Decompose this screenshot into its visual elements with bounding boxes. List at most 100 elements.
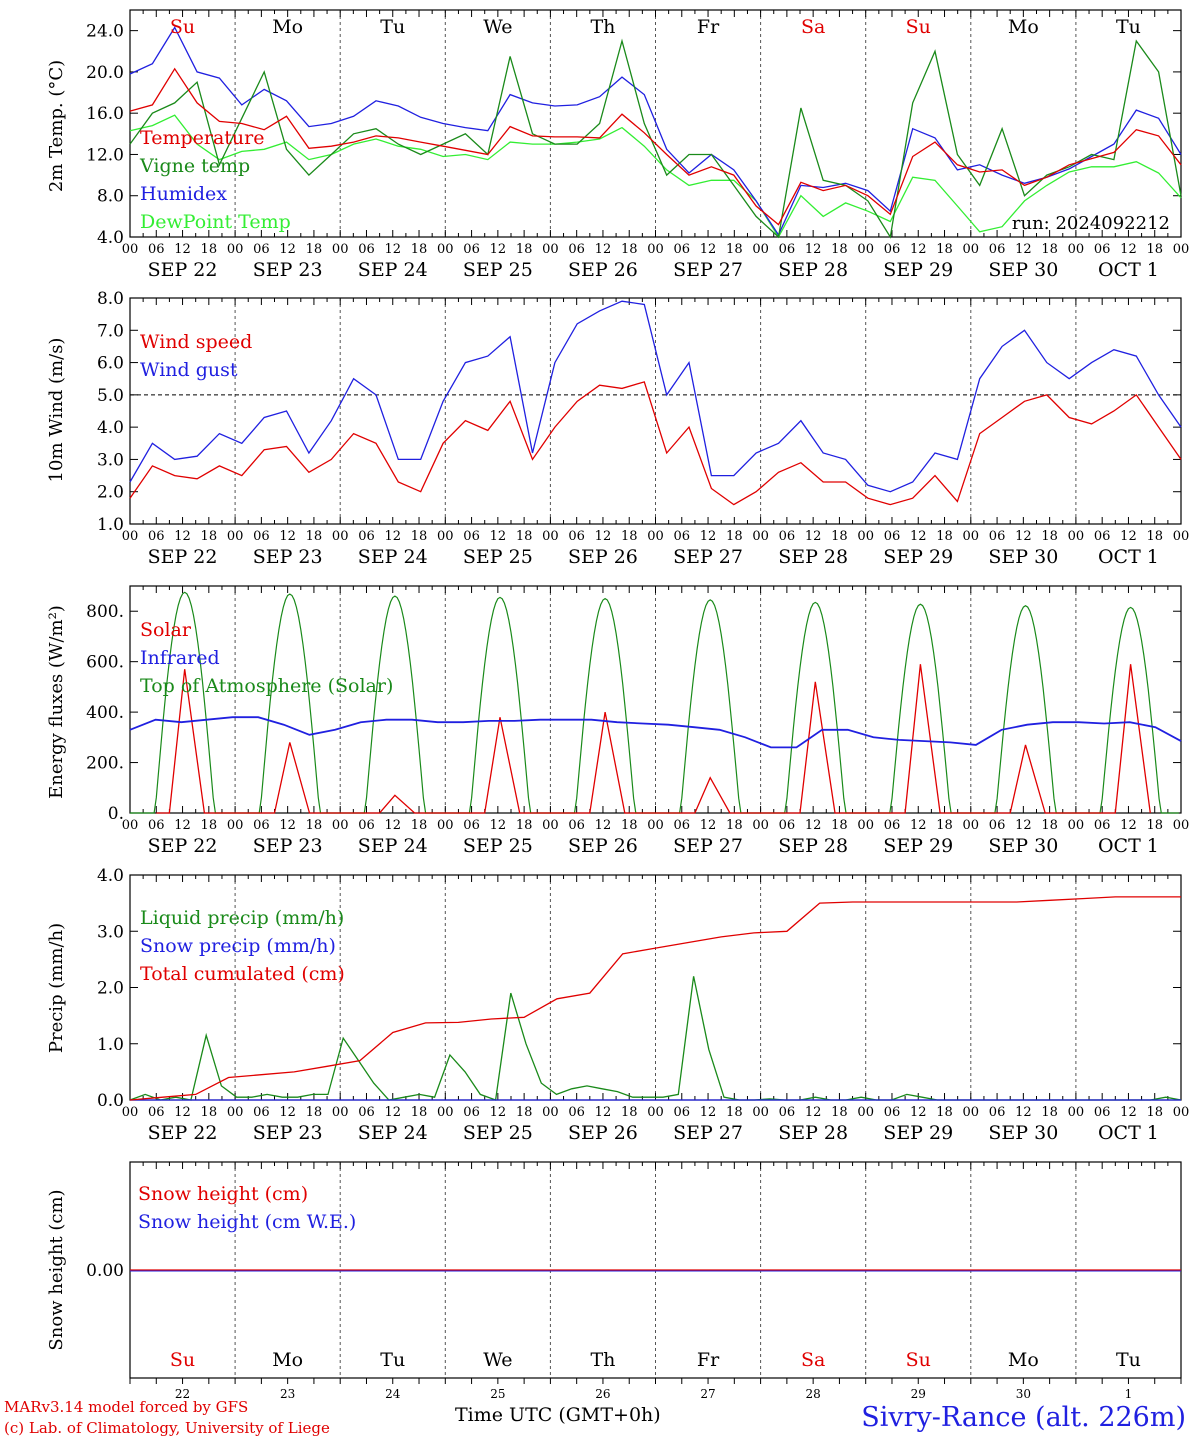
date-label: SEP 27: [673, 1122, 743, 1144]
date-label: SEP 23: [253, 1122, 323, 1144]
y-tick-label: 3.0: [97, 922, 124, 942]
hour-tick-label: 18: [1146, 818, 1163, 833]
date-label: SEP 28: [778, 546, 848, 568]
day-number-label: 29: [911, 1387, 926, 1401]
hour-tick-label: 12: [595, 529, 612, 544]
hour-tick-label: 00: [752, 529, 769, 544]
hour-tick-label: 18: [201, 529, 218, 544]
hour-tick-label: 00: [1173, 818, 1190, 833]
hour-tick-label: 00: [752, 818, 769, 833]
hour-tick-label: 18: [201, 1105, 218, 1120]
date-label: SEP 22: [148, 835, 218, 857]
hour-tick-label: 06: [1094, 242, 1111, 257]
y-tick-label: 0.00: [86, 1261, 124, 1281]
hour-tick-label: 06: [1094, 818, 1111, 833]
hour-tick-label: 06: [989, 529, 1006, 544]
y-tick-label: 8.0: [97, 289, 124, 309]
y-axis-label: Energy fluxes (W/m²): [46, 605, 67, 799]
hour-tick-label: 18: [936, 529, 953, 544]
hour-tick-label: 00: [1173, 1105, 1190, 1120]
y-tick-label: 3.0: [97, 450, 124, 470]
legend-entry: Temperature: [140, 127, 264, 149]
date-label: SEP 30: [988, 259, 1058, 281]
date-label: SEP 28: [778, 259, 848, 281]
date-label: SEP 26: [568, 259, 638, 281]
y-tick-label: 800.: [86, 602, 124, 622]
legend-entry: Solar: [140, 619, 192, 641]
series-line: [129, 114, 1182, 239]
date-label: SEP 28: [778, 835, 848, 857]
hour-tick-label: 18: [306, 242, 323, 257]
weekday-label: Mo: [1008, 1349, 1039, 1371]
series-line: [130, 591, 1179, 814]
hour-tick-label: 18: [1041, 818, 1058, 833]
hour-tick-label: 00: [857, 1105, 874, 1120]
hour-tick-label: 18: [411, 818, 428, 833]
y-tick-label: 5.0: [97, 386, 124, 406]
y-tick-label: 4.0: [97, 866, 124, 886]
series-line: [129, 716, 1182, 749]
hour-tick-label: 06: [779, 529, 796, 544]
date-label: SEP 29: [883, 546, 953, 568]
hour-tick-label: 12: [595, 818, 612, 833]
hour-tick-label: 18: [726, 818, 743, 833]
hour-tick-label: 00: [857, 818, 874, 833]
y-tick-label: 4.0: [97, 228, 124, 248]
date-label: SEP 24: [358, 835, 428, 857]
hour-tick-label: 00: [437, 242, 454, 257]
series-line: [129, 300, 1182, 493]
date-label: SEP 27: [673, 835, 743, 857]
y-tick-label: 7.0: [97, 321, 124, 341]
hour-tick-label: 18: [621, 242, 638, 257]
day-number-label: 30: [1016, 1387, 1031, 1401]
hour-tick-label: 18: [306, 818, 323, 833]
hour-tick-label: 06: [884, 529, 901, 544]
hour-tick-label: 12: [1015, 818, 1032, 833]
hour-tick-label: 12: [700, 242, 717, 257]
weekday-label: Mo: [1008, 16, 1039, 38]
hour-tick-label: 06: [884, 818, 901, 833]
hour-tick-label: 06: [779, 818, 796, 833]
hour-tick-label: 06: [1094, 1105, 1111, 1120]
hour-tick-label: 12: [1120, 818, 1137, 833]
hour-tick-label: 12: [910, 529, 927, 544]
hour-tick-label: 00: [122, 1105, 139, 1120]
date-label: SEP 27: [673, 259, 743, 281]
y-tick-label: 16.0: [86, 104, 124, 124]
date-label: SEP 30: [988, 546, 1058, 568]
hour-tick-label: 18: [936, 242, 953, 257]
hour-tick-label: 12: [1120, 242, 1137, 257]
hour-tick-label: 00: [963, 1105, 980, 1120]
date-label: SEP 26: [568, 546, 638, 568]
date-label: SEP 23: [253, 835, 323, 857]
hour-tick-label: 06: [674, 818, 691, 833]
hour-tick-label: 12: [1120, 529, 1137, 544]
hour-tick-label: 06: [568, 529, 585, 544]
hour-tick-label: 18: [621, 529, 638, 544]
series-line: [129, 896, 1181, 1101]
weekday-label: Th: [590, 1349, 615, 1371]
legend-entry: Liquid precip (mm/h): [140, 907, 344, 929]
hour-tick-label: 00: [647, 1105, 664, 1120]
hour-tick-label: 00: [542, 242, 559, 257]
hour-tick-label: 18: [306, 529, 323, 544]
hour-tick-label: 12: [384, 242, 401, 257]
y-tick-label: 4.0: [97, 418, 124, 438]
hour-tick-label: 06: [779, 1105, 796, 1120]
date-label: SEP 29: [883, 835, 953, 857]
y-tick-label: 12.0: [86, 145, 124, 165]
hour-tick-label: 00: [437, 1105, 454, 1120]
hour-tick-label: 18: [411, 1105, 428, 1120]
legend-entry: Humidex: [140, 183, 227, 205]
date-label: SEP 30: [988, 835, 1058, 857]
hour-tick-label: 00: [542, 1105, 559, 1120]
hour-tick-label: 12: [490, 529, 507, 544]
date-label: OCT 1: [1098, 835, 1159, 857]
hour-tick-label: 12: [1015, 242, 1032, 257]
date-label: SEP 28: [778, 1122, 848, 1144]
y-tick-label: 20.0: [86, 63, 124, 83]
weekday-label: We: [483, 16, 512, 38]
hour-tick-label: 06: [358, 529, 375, 544]
hour-tick-label: 12: [1015, 1105, 1032, 1120]
